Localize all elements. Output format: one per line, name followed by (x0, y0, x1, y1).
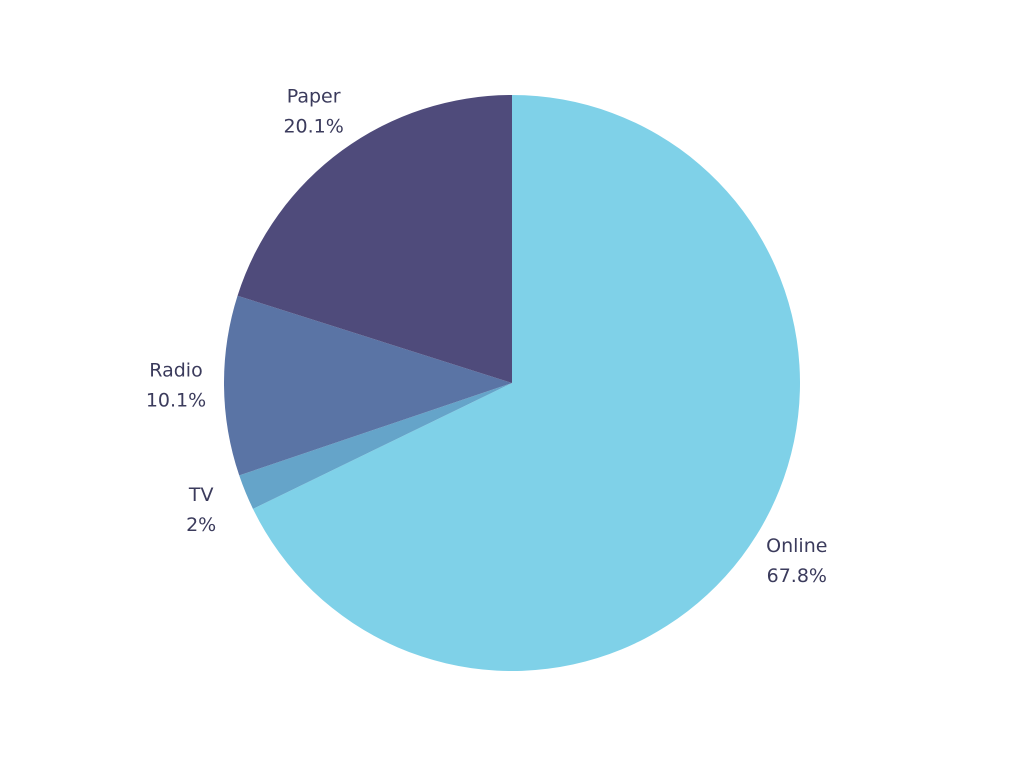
pie-slice (223, 295, 512, 476)
pie-slice (237, 95, 513, 383)
slice-category-label: Online (766, 535, 827, 557)
slice-value-label: 2% (186, 514, 216, 536)
slice-category-label: Radio (149, 360, 202, 382)
slice-value-label: 10.1% (146, 390, 206, 412)
slice-value-label: 20.1% (283, 115, 343, 137)
pie-slice (252, 95, 800, 671)
slice-category-label: TV (188, 484, 214, 506)
pie-slice (239, 383, 512, 509)
slice-value-label: 67.8% (767, 565, 827, 587)
slice-category-label: Paper (287, 85, 341, 107)
